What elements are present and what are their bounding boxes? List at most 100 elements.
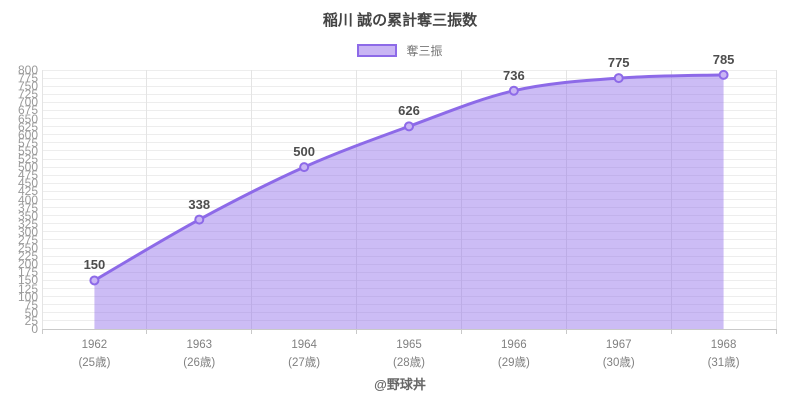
x-axis-label-age: (31歳) [707,357,740,369]
x-axis-tick [356,329,358,334]
y-gridline [42,279,776,281]
x-axis-label-year: 1965 [396,339,422,351]
x-axis-label-year: 1968 [710,339,737,351]
data-point-marker[interactable] [718,69,729,80]
y-axis-label: 775 [17,71,38,86]
y-gridline [42,199,776,200]
y-gridline [42,288,776,290]
x-gridline [460,70,462,329]
x-axis-label-year: 1963 [186,339,213,351]
y-axis-label: 300 [17,224,38,239]
x-gridline [775,70,777,329]
y-gridline [42,93,776,95]
x-gridline [670,70,672,329]
x-axis-tick [775,329,777,334]
x-axis-label-year: 1962 [81,339,108,351]
y-gridline [42,296,776,298]
x-axis-tick [565,329,567,334]
legend: 奪三振 [0,42,800,59]
x-axis-label-age: (27歳) [288,357,321,369]
x-axis-tick [146,329,148,334]
x-axis-label-year: 1967 [605,339,632,351]
series-canvas [89,69,729,329]
x-axis-label-age: (30歳) [602,357,635,369]
y-gridline [42,207,776,209]
y-axis-label: 625 [17,119,38,134]
x-gridline [356,70,358,329]
legend-label: 奪三振 [406,44,443,58]
x-axis-tick [41,329,43,334]
y-axis-label: 425 [17,184,38,199]
y-gridline [42,101,776,103]
data-point-marker[interactable] [613,73,624,84]
x-axis-tick [670,329,672,334]
data-point-label: 775 [607,55,630,71]
y-axis-label: 150 [17,273,38,288]
x-axis-line [42,329,776,330]
y-gridline [42,85,776,87]
y-axis-label: 225 [17,249,38,264]
x-axis-tick [251,329,253,334]
x-axis-label-age: (29歳) [497,357,530,369]
data-point-label: 500 [293,144,315,160]
data-point-label: 150 [83,257,106,273]
x-axis-tick [460,329,462,334]
data-point-marker[interactable] [89,275,100,286]
y-gridline [42,109,776,111]
y-gridline [42,69,776,71]
data-point-marker[interactable] [299,162,310,173]
y-axis-label: 100 [17,289,38,304]
y-axis-label: 525 [17,152,38,167]
y-axis-label: 0 [31,322,38,336]
series-area [94,74,724,329]
y-gridline [42,312,776,314]
y-gridline [42,182,776,184]
x-axis-label-age: (25歳) [78,357,111,369]
y-axis-label: 375 [17,200,38,215]
x-gridline [565,70,567,329]
data-point-marker[interactable] [194,214,205,225]
data-point-marker[interactable] [508,85,519,96]
y-gridline [42,320,776,322]
y-axis-label: 650 [17,111,38,126]
data-point-label: 338 [188,196,211,212]
y-axis-label: 450 [17,176,38,191]
y-gridline [42,158,776,160]
y-axis-label: 675 [17,103,38,118]
y-axis-label: 350 [17,208,38,223]
y-gridline [42,150,776,152]
y-axis-label: 125 [17,281,38,296]
y-gridline [42,239,776,241]
legend-item-strikeouts[interactable]: 奪三振 [357,42,443,59]
y-gridline [42,134,776,136]
y-gridline [42,255,776,257]
y-gridline [42,142,776,144]
y-gridline [42,166,776,168]
y-gridline [42,247,776,249]
y-gridline [42,215,776,217]
x-axis-label-year: 1964 [291,339,317,351]
x-axis-label: 1966 (29歳) [498,336,530,372]
y-axis-label: 50 [24,305,38,320]
y-axis-label: 200 [17,257,38,272]
y-axis-label: 325 [17,216,38,231]
y-gridline [42,118,776,120]
y-axis-label: 275 [17,232,38,247]
y-gridline [42,263,776,265]
x-gridline [146,70,148,329]
data-point-label: 736 [502,67,525,83]
y-gridline [42,304,776,306]
y-axis-label: 550 [17,143,38,158]
y-gridline [42,174,776,176]
chart-title: 稲川 誠の累計奪三振数 [322,12,478,29]
legend-swatch-icon [357,44,398,57]
x-axis-label: 1968 (31歳) [708,336,740,372]
x-axis-label: 1965 (28歳) [393,336,425,372]
data-point-marker[interactable] [404,121,414,132]
x-axis-label-age: (26歳) [183,357,216,369]
x-gridline [251,70,253,329]
y-axis-label: 725 [17,87,38,102]
y-axis-label: 400 [17,192,38,207]
x-gridline [41,70,43,329]
watermark: @野球丼 [374,377,426,392]
